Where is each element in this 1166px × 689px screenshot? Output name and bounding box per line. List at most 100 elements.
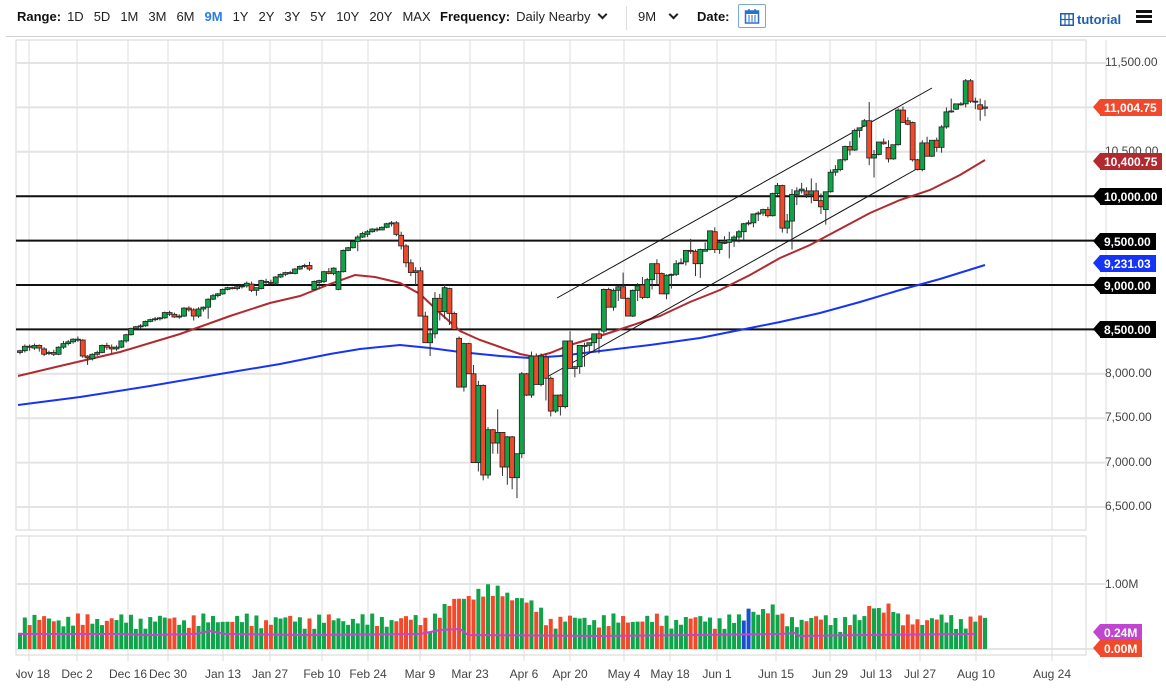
candle[interactable] xyxy=(205,298,212,308)
candle[interactable] xyxy=(412,270,419,273)
volume-bar[interactable] xyxy=(688,618,693,649)
candle[interactable] xyxy=(17,350,23,353)
candle[interactable] xyxy=(50,352,57,355)
candle[interactable] xyxy=(253,287,260,291)
volume-bar[interactable] xyxy=(954,628,959,649)
volume-bar[interactable] xyxy=(592,620,597,649)
candle[interactable] xyxy=(364,231,371,235)
volume-bar[interactable] xyxy=(727,614,732,649)
candle[interactable] xyxy=(745,222,752,225)
candle[interactable] xyxy=(822,191,829,210)
volume-bar[interactable] xyxy=(51,621,56,649)
candle[interactable] xyxy=(335,271,342,290)
volume-bar[interactable] xyxy=(920,624,925,649)
candle[interactable] xyxy=(919,142,926,170)
candle[interactable] xyxy=(398,234,405,247)
candle[interactable] xyxy=(234,286,241,289)
candle[interactable] xyxy=(296,265,303,270)
period-selector[interactable]: 9M xyxy=(638,9,679,24)
range-option-20y[interactable]: 20Y xyxy=(369,9,393,24)
volume-bar[interactable] xyxy=(215,622,220,649)
volume-bar[interactable] xyxy=(597,627,601,649)
candle[interactable] xyxy=(388,222,395,225)
candle[interactable] xyxy=(861,120,868,127)
candle[interactable] xyxy=(475,384,482,463)
candle[interactable] xyxy=(909,122,916,161)
tutorial-link[interactable]: tutorial xyxy=(1060,12,1121,27)
candle[interactable] xyxy=(523,373,530,396)
range-option-3y[interactable]: 3Y xyxy=(284,9,301,24)
volume-bar[interactable] xyxy=(27,625,32,649)
volume-bar[interactable] xyxy=(765,613,770,649)
volume-bar[interactable] xyxy=(606,626,611,649)
candle[interactable] xyxy=(847,146,853,151)
candle[interactable] xyxy=(962,80,969,105)
volume-bar[interactable] xyxy=(302,628,307,649)
candle[interactable] xyxy=(460,343,467,388)
candle[interactable] xyxy=(55,346,62,355)
volume-bar[interactable] xyxy=(326,614,331,649)
volume-bar[interactable] xyxy=(712,628,717,649)
volume-bar[interactable] xyxy=(905,614,910,649)
volume-bar[interactable] xyxy=(235,615,240,649)
volume-bar[interactable] xyxy=(568,615,573,649)
candle[interactable] xyxy=(552,394,559,412)
candle[interactable] xyxy=(70,338,76,343)
candle[interactable] xyxy=(325,271,332,274)
candle[interactable] xyxy=(634,285,641,291)
candle[interactable] xyxy=(267,281,274,284)
volume-bar[interactable] xyxy=(770,604,775,649)
volume-bar[interactable] xyxy=(220,621,225,649)
candle[interactable] xyxy=(837,159,844,170)
volume-bar[interactable] xyxy=(355,623,360,649)
candle[interactable] xyxy=(485,429,491,476)
volume-bar[interactable] xyxy=(659,625,664,649)
candle[interactable] xyxy=(378,226,385,231)
candle[interactable] xyxy=(596,333,602,339)
candle[interactable] xyxy=(161,312,168,319)
candle[interactable] xyxy=(924,142,930,157)
volume-bar[interactable] xyxy=(852,614,857,649)
candle[interactable] xyxy=(760,209,766,214)
calendar-button[interactable] xyxy=(738,4,766,28)
period-value[interactable]: 9M xyxy=(638,9,657,24)
volume-bar[interactable] xyxy=(283,617,288,649)
candle[interactable] xyxy=(132,326,139,329)
volume-bar[interactable] xyxy=(384,626,389,649)
candle[interactable] xyxy=(282,272,289,275)
volume-bar[interactable] xyxy=(621,616,626,649)
candle[interactable] xyxy=(306,265,313,270)
volume-bar[interactable] xyxy=(693,617,698,649)
volume-bar[interactable] xyxy=(61,626,66,649)
candle[interactable] xyxy=(900,109,906,123)
volume-bar[interactable] xyxy=(553,628,558,649)
volume-bar[interactable] xyxy=(818,619,823,649)
candle[interactable] xyxy=(128,328,134,336)
candle[interactable] xyxy=(851,130,858,151)
volume-bar[interactable] xyxy=(896,613,901,649)
candle[interactable] xyxy=(798,188,805,192)
volume-bar[interactable] xyxy=(442,603,447,649)
candle[interactable] xyxy=(41,348,48,355)
volume-bar[interactable] xyxy=(148,617,153,649)
volume-bar[interactable] xyxy=(876,608,881,649)
volume-bar[interactable] xyxy=(143,628,148,649)
candle[interactable] xyxy=(649,263,655,281)
candle[interactable] xyxy=(113,346,120,350)
candle[interactable] xyxy=(316,280,323,283)
range-option-max[interactable]: MAX xyxy=(402,9,431,24)
volume-bar[interactable] xyxy=(375,625,380,649)
candle[interactable] xyxy=(571,366,578,369)
candle[interactable] xyxy=(152,318,159,321)
volume-bar[interactable] xyxy=(239,622,244,649)
volume-bar[interactable] xyxy=(963,628,968,649)
volume-bar[interactable] xyxy=(722,628,727,649)
volume-bar[interactable] xyxy=(519,598,524,649)
volume-bar[interactable] xyxy=(756,614,761,649)
candle[interactable] xyxy=(75,338,81,341)
candle[interactable] xyxy=(774,185,781,194)
volume-bar[interactable] xyxy=(365,624,370,649)
candle[interactable] xyxy=(224,287,231,290)
volume-bar[interactable] xyxy=(900,625,905,649)
candle[interactable] xyxy=(84,355,91,359)
